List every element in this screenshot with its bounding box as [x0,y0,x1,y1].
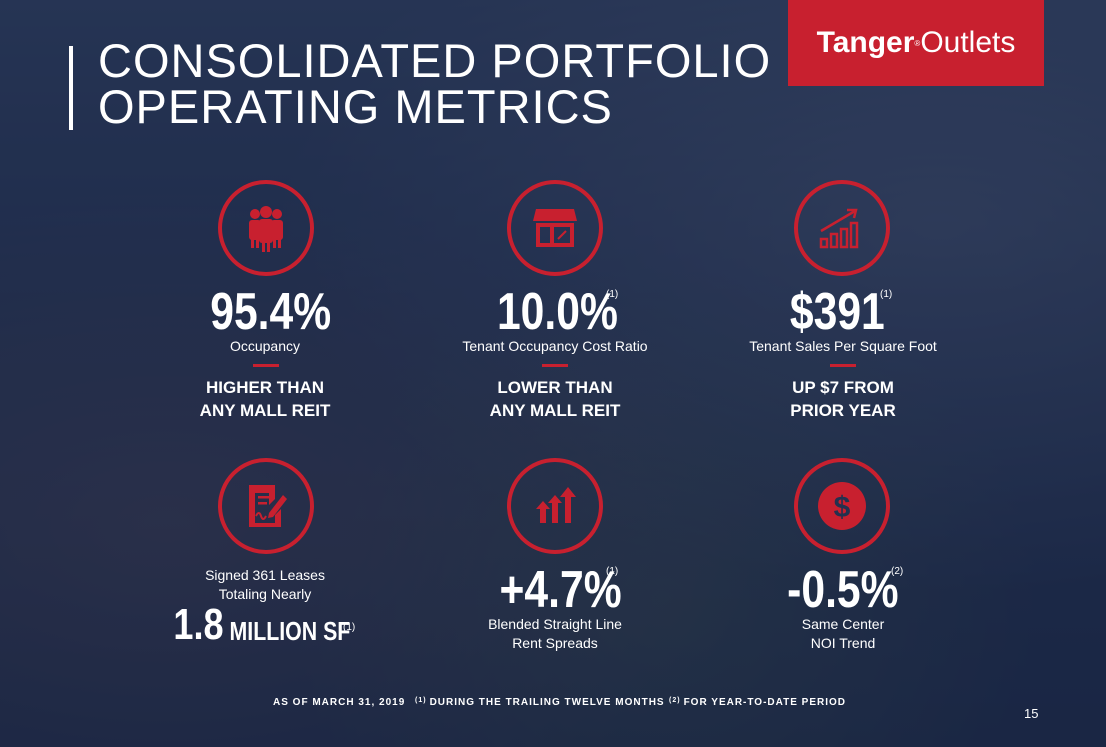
footnote-mark: (1) [606,289,619,300]
rent-spread-line-1: Blended Straight Line [488,616,622,632]
tanger-outlets-logo: Tanger ® Outlets [788,0,1044,86]
rent-spread-value: +4.7% [499,561,622,619]
cost-ratio-value: 10.0% [496,283,618,341]
occupancy-label: Occupancy [229,338,301,354]
footer-date: AS OF MARCH 31, 2019 [273,697,406,708]
title-line-2: OPERATING METRICS [98,80,613,133]
dollar-icon: $ [794,458,890,554]
footnote-2: (2) FOR YEAR-TO-DATE PERIOD [669,697,847,708]
noi-value: -0.5% [787,561,899,619]
footnote-mark: (1) [606,566,619,577]
leases-unit: MILLION SF [229,616,351,646]
cost-ratio-note: LOWER THAN ANY MALL REIT [489,378,621,420]
noi-line-2: NOI Trend [810,635,876,651]
people-icon [218,180,314,276]
page-number: 15 [1024,706,1039,721]
title-accent-bar [69,46,73,130]
page-title: CONSOLIDATED PORTFOLIO OPERATING METRICS [98,34,772,133]
occupancy-note: HIGHER THAN ANY MALL REIT [199,378,331,420]
svg-text:$: $ [834,491,851,524]
storefront-icon [507,180,603,276]
rent-spread-line-2: Rent Spreads [512,635,598,651]
divider [542,364,568,367]
up-arrows-icon [507,458,603,554]
footnote-mark: (1) [880,289,893,300]
leases-line-2: Totaling Nearly [218,586,312,602]
occupancy-value: 95.4% [210,283,332,341]
cost-ratio-label: Tenant Occupancy Cost Ratio [462,338,648,354]
sales-note: UP $7 FROM PRIOR YEAR [790,378,896,420]
sales-label: Tenant Sales Per Square Foot [749,338,937,354]
divider [253,364,279,367]
divider [830,364,856,367]
sales-value: $391 [789,283,885,341]
footnote-mark: (2) [891,566,904,577]
title-line-1: CONSOLIDATED PORTFOLIO [98,34,772,87]
growth-chart-icon [794,180,890,276]
leases-value: 1.8 [173,600,224,649]
signed-document-icon [218,458,314,554]
footnote-1: (1) DURING THE TRAILING TWELVE MONTHS [415,697,665,708]
footnote-mark: (1) [343,622,356,633]
leases-line-1: Signed 361 Leases [205,567,325,583]
noi-line-1: Same Center [801,616,885,632]
